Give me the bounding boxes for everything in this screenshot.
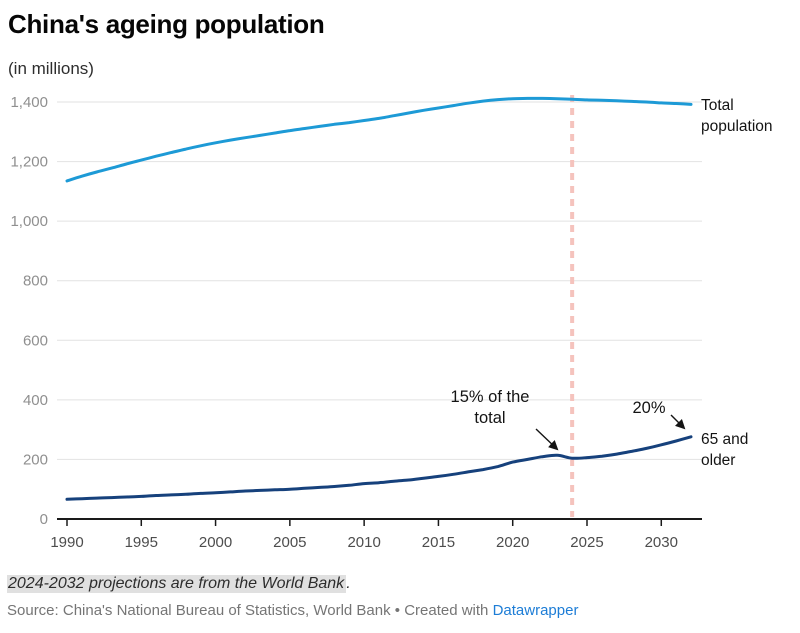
source-line: Source: China's National Bureau of Stati… [7,602,578,619]
arrow-15-percent [535,428,559,451]
x-tick-label: 2010 [347,534,380,551]
y-tick-label: 0 [40,511,48,528]
chart-note-highlight: 2024-2032 projections are from the World… [7,575,347,593]
gridlines: 0 200 400 600 800 1,000 1,200 1,400 [10,94,702,528]
x-tick-label: 2030 [645,534,678,551]
y-tick-label: 1,400 [10,94,48,111]
y-tick-label: 600 [23,332,48,349]
line-total-population [65,96,693,183]
annotation-15-percent: 15% of the total [450,388,530,428]
x-tick-label: 2000 [199,534,232,551]
y-tick-label: 200 [23,451,48,468]
x-tick-label: 2015 [422,534,455,551]
data-series [65,96,693,501]
annotation-20-percent: 20% [632,399,666,417]
line-label-65-and-older: 65 and older [701,431,749,469]
arrow-20-percent [670,414,686,430]
x-tick-label: 2025 [570,534,603,551]
line-chart: 0 200 400 600 800 1,000 1,200 1,400 1990 1995 200… [10,94,702,551]
chart-subtitle: (in millions) [8,59,94,78]
line-65-and-older [65,435,693,501]
x-tick-label: 2005 [273,534,306,551]
chart-note: 2024-2032 projections are from the World… [7,575,351,593]
y-tick-label: 400 [23,392,48,409]
datawrapper-link[interactable]: Datawrapper [492,602,579,619]
source-text: Source: China's National Bureau of Stati… [7,602,493,619]
y-tick-label: 1,200 [10,154,48,171]
line-label-total-population: Total population [701,97,773,135]
y-tick-label: 1,000 [10,213,48,230]
chart-note-suffix: . [346,575,351,592]
x-tick-label: 1990 [50,534,83,551]
x-tick-label: 2020 [496,534,529,551]
y-tick-label: 800 [23,273,48,290]
axes: 1990 1995 2000 2005 2010 2015 2020 2025 2030 [50,518,702,551]
page-title: China's ageing population [8,9,325,39]
annotation-arrows [535,414,686,451]
x-tick-label: 1995 [125,534,158,551]
